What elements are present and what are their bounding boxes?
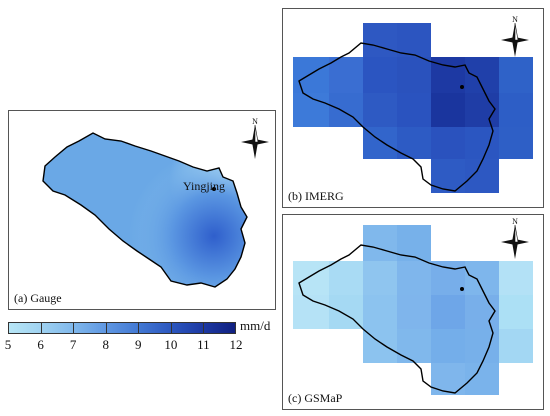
basin-boundary [298,244,496,394]
panel-label-gsmap: (c) GSMaP [288,391,343,405]
colorbar-tick-label: 11 [197,337,210,352]
north-letter: N [252,117,258,126]
north-letter: N [512,217,518,226]
colorbar-tick-mark [170,322,172,334]
compass-icon [501,225,529,259]
colorbar-tick-label: 12 [229,337,243,352]
panel-label-gauge: (a) Gauge [14,291,62,305]
station-marker [212,187,216,191]
gauge-map [42,132,248,288]
station-label-yingjing: Yingjing [183,179,226,193]
colorbar-tick-mark [105,322,107,334]
gauge-map-panel: Yingjing N (a) Gauge [8,110,276,310]
colorbar-legend [8,322,236,334]
north-letter: N [512,15,518,24]
gsmap-map [293,225,533,395]
basin-boundary [298,42,496,192]
colorbar-tick-label: 5 [4,337,12,352]
north-arrow-b: N [501,15,529,57]
colorbar-unit: mm/d [240,318,271,333]
imerg-map-panel: N (b) IMERG [282,8,544,208]
gsmap-grid [293,225,533,395]
panel-label-imerg: (b) IMERG [288,189,344,203]
station-marker [460,287,464,291]
colorbar-tick-label: 10 [164,337,178,352]
compass-icon [501,23,529,57]
colorbar-tick-mark [40,322,42,334]
colorbar-tick-mark [138,322,140,334]
colorbar-tick-mark [203,322,205,334]
colorbar-tick-label: 9 [135,337,142,352]
compass-icon [241,125,269,159]
colorbar-tick-mark [73,322,75,334]
north-arrow-c: N [501,217,529,259]
gsmap-map-panel: N (c) GSMaP [282,214,544,410]
colorbar-tick-label: 7 [69,337,77,352]
colorbar-tick-label: 8 [102,337,109,352]
north-arrow-a: N [241,117,269,159]
colorbar-tick-label: 6 [37,337,44,352]
imerg-map [293,23,533,193]
imerg-grid [293,23,533,193]
station-marker [460,85,464,89]
